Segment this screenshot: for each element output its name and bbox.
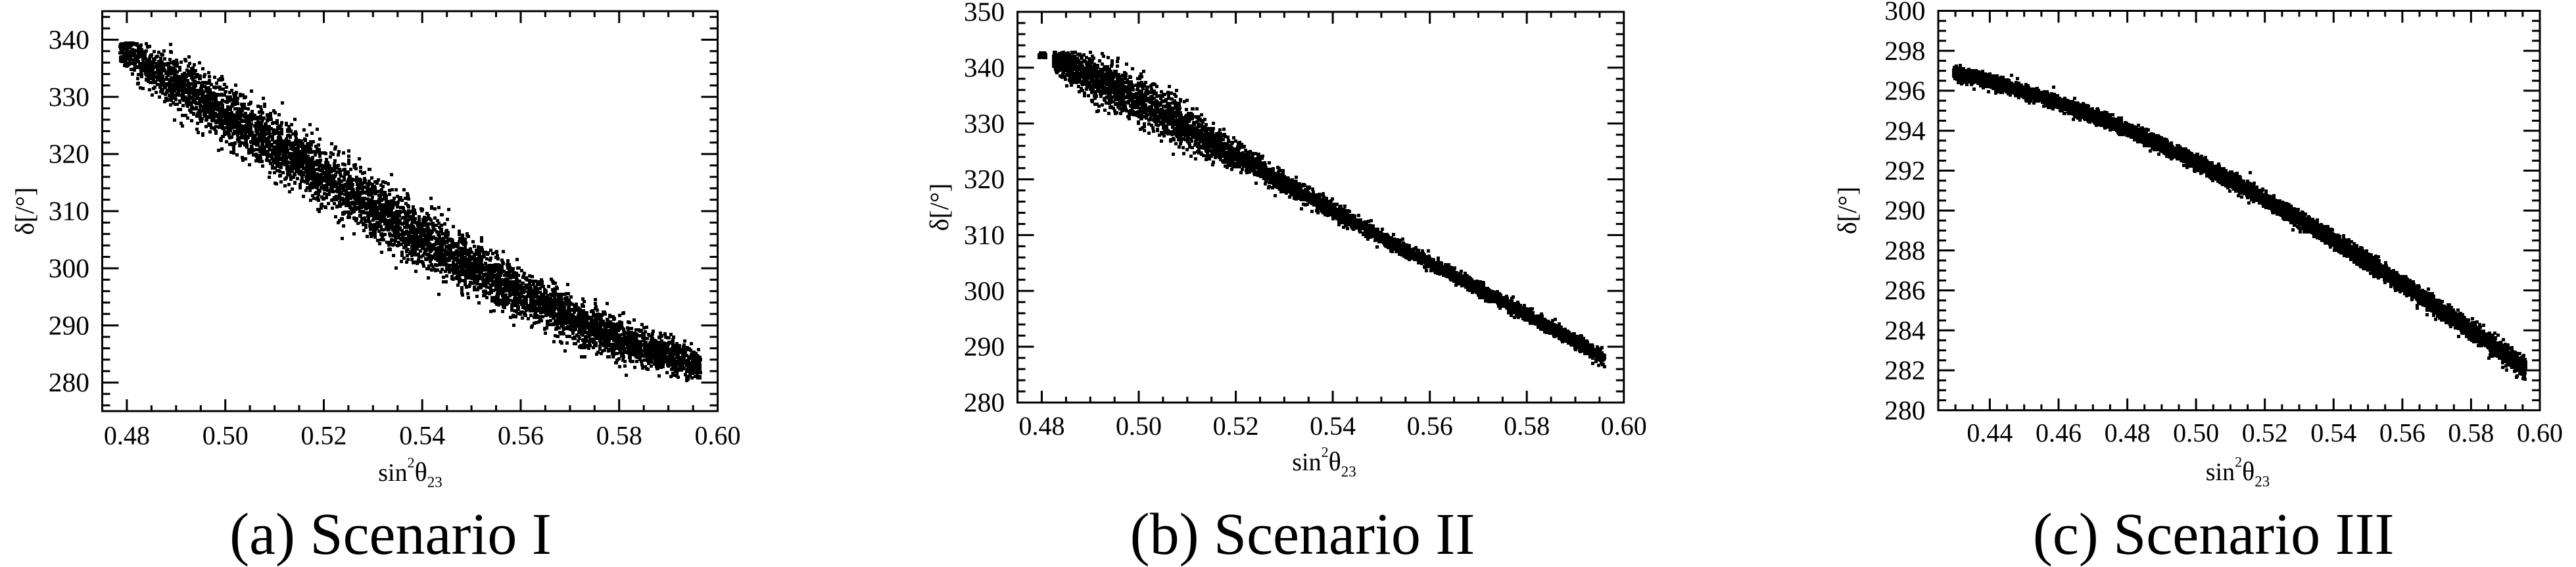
svg-text:290: 290: [49, 310, 89, 340]
svg-text:(c) Scenario III: (c) Scenario III: [2033, 502, 2395, 567]
svg-text:300: 300: [49, 253, 89, 284]
svg-text:0.58: 0.58: [1504, 411, 1550, 441]
svg-text:δ[/°]: δ[/°]: [924, 184, 954, 232]
svg-text:0.56: 0.56: [498, 421, 544, 451]
svg-text:0.60: 0.60: [1601, 411, 1647, 441]
svg-text:282: 282: [1884, 355, 1925, 385]
svg-text:330: 330: [49, 82, 89, 112]
svg-text:δ[/°]: δ[/°]: [1832, 187, 1862, 235]
svg-text:0.60: 0.60: [2517, 418, 2563, 448]
svg-text:340: 340: [964, 53, 1005, 83]
svg-text:0.50: 0.50: [1116, 411, 1162, 441]
svg-text:280: 280: [49, 367, 89, 397]
svg-text:0.54: 0.54: [2310, 418, 2356, 448]
svg-text:0.48: 0.48: [2105, 418, 2151, 448]
svg-text:280: 280: [1884, 395, 1925, 425]
svg-text:330: 330: [964, 108, 1005, 138]
svg-text:(b) Scenario II: (b) Scenario II: [1130, 502, 1475, 567]
svg-text:300: 300: [964, 276, 1005, 306]
svg-text:310: 310: [49, 196, 89, 226]
svg-text:284: 284: [1884, 315, 1926, 345]
svg-text:0.60: 0.60: [695, 421, 741, 451]
svg-text:340: 340: [49, 24, 89, 55]
svg-text:0.50: 0.50: [203, 421, 249, 451]
svg-text:310: 310: [964, 220, 1005, 250]
svg-text:0.50: 0.50: [2173, 418, 2219, 448]
svg-text:0.48: 0.48: [104, 421, 150, 451]
svg-text:0.44: 0.44: [1967, 418, 2013, 448]
svg-text:0.56: 0.56: [2379, 418, 2425, 448]
svg-text:0.58: 0.58: [2448, 418, 2494, 448]
svg-text:0.46: 0.46: [2036, 418, 2082, 448]
svg-text:320: 320: [964, 164, 1005, 194]
svg-text:0.58: 0.58: [596, 421, 642, 451]
svg-text:298: 298: [1884, 36, 1925, 66]
svg-text:320: 320: [49, 139, 89, 169]
svg-text:(a) Scenario I: (a) Scenario I: [229, 502, 552, 567]
svg-text:0.48: 0.48: [1019, 411, 1065, 441]
svg-text:290: 290: [964, 332, 1005, 362]
svg-text:300: 300: [1884, 0, 1925, 26]
svg-text:296: 296: [1884, 76, 1925, 106]
svg-text:0.56: 0.56: [1407, 411, 1453, 441]
svg-text:286: 286: [1884, 275, 1925, 305]
svg-text:294: 294: [1884, 115, 1926, 145]
svg-text:0.52: 0.52: [301, 421, 347, 451]
svg-text:280: 280: [964, 387, 1005, 418]
svg-text:292: 292: [1884, 155, 1925, 185]
svg-text:δ[/°]: δ[/°]: [10, 187, 39, 235]
svg-text:0.52: 0.52: [2242, 418, 2288, 448]
svg-text:0.54: 0.54: [399, 421, 445, 451]
svg-text:350: 350: [964, 0, 1005, 27]
svg-text:288: 288: [1884, 235, 1925, 265]
svg-text:290: 290: [1884, 195, 1925, 226]
svg-text:0.54: 0.54: [1310, 411, 1356, 441]
svg-text:0.52: 0.52: [1213, 411, 1259, 441]
